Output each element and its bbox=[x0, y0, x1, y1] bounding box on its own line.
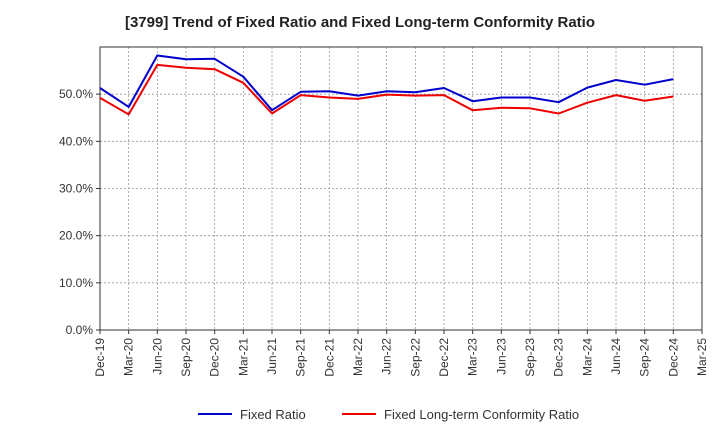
x-tick-label: Jun-24 bbox=[609, 338, 623, 375]
grid-lines bbox=[100, 47, 702, 330]
x-tick-label: Mar-20 bbox=[122, 338, 136, 376]
y-tick-label: 20.0% bbox=[59, 229, 93, 243]
x-tick-label: Jun-20 bbox=[150, 338, 164, 375]
x-tick-label: Mar-21 bbox=[236, 338, 250, 376]
y-axis: 0.0% 10.0% 20.0% 30.0% 40.0% 50.0% bbox=[59, 87, 100, 337]
x-tick-label: Jun-21 bbox=[265, 338, 279, 375]
series-line-1 bbox=[99, 54, 674, 112]
y-tick-label: 50.0% bbox=[59, 87, 93, 101]
x-tick-label: Dec-20 bbox=[208, 338, 222, 377]
x-tick-label: Sep-20 bbox=[179, 338, 193, 377]
x-tick-label: Jun-23 bbox=[494, 338, 508, 375]
chart-title: [3799] Trend of Fixed Ratio and Fixed Lo… bbox=[124, 14, 596, 31]
legend-label: Fixed Long-term Conformity Ratio bbox=[384, 407, 579, 422]
x-tick-label: Mar-23 bbox=[466, 338, 480, 376]
x-tick-label: Sep-23 bbox=[523, 338, 537, 377]
legend: Fixed Ratio Fixed Long-term Conformity Ra… bbox=[198, 407, 579, 422]
x-tick-label: Mar-25 bbox=[695, 338, 709, 376]
x-tick-label: Dec-21 bbox=[322, 338, 336, 377]
x-tick-label: Jun-22 bbox=[380, 338, 394, 375]
series-line-2 bbox=[99, 63, 674, 116]
x-tick-label: Dec-23 bbox=[552, 338, 566, 377]
x-tick-label: Mar-24 bbox=[580, 338, 594, 376]
x-tick-label: Sep-24 bbox=[638, 338, 652, 377]
x-tick-label: Dec-24 bbox=[666, 338, 680, 377]
series-layer bbox=[99, 54, 674, 116]
x-tick-label: Dec-19 bbox=[93, 338, 107, 377]
x-axis: Dec-19 Mar-20 Jun-20 Sep-20 Dec-20 Mar-21 Jun-… bbox=[93, 330, 709, 377]
y-tick-label: 30.0% bbox=[59, 182, 93, 196]
x-tick-label: Dec-22 bbox=[437, 338, 451, 377]
y-tick-label: 10.0% bbox=[59, 276, 93, 290]
legend-label: Fixed Ratio bbox=[240, 407, 306, 422]
x-tick-label: Sep-22 bbox=[408, 338, 422, 377]
x-tick-label: Sep-21 bbox=[294, 338, 308, 377]
y-tick-label: 40.0% bbox=[59, 134, 93, 148]
x-tick-label: Mar-22 bbox=[351, 338, 365, 376]
y-tick-label: 0.0% bbox=[66, 323, 94, 337]
